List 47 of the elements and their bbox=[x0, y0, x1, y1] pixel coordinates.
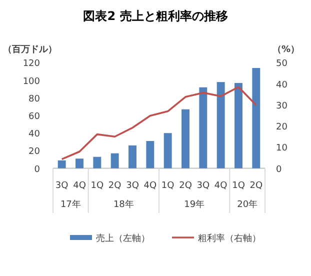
y-axis-title: （百万ドル） bbox=[3, 44, 57, 55]
bar bbox=[199, 87, 208, 168]
chart-title: 図表2 売上と粗利率の推移 bbox=[83, 9, 228, 23]
y-tick-label: 120 bbox=[22, 59, 40, 70]
bar bbox=[58, 160, 66, 168]
bar bbox=[146, 141, 154, 168]
legend-label: 売上（左軸） bbox=[96, 233, 150, 244]
y-tick-label: 20 bbox=[28, 147, 40, 158]
x-tick-label: 4Q bbox=[73, 181, 86, 191]
x-tick-label: 3Q bbox=[196, 181, 210, 191]
bar bbox=[76, 158, 84, 168]
bar bbox=[234, 82, 242, 168]
y2-tick-label: 50 bbox=[276, 59, 288, 70]
x-tick-label: 3Q bbox=[126, 181, 139, 191]
bar bbox=[128, 145, 136, 168]
x-tick-label: 4Q bbox=[214, 181, 228, 191]
line-series bbox=[60, 86, 258, 160]
y2-tick-label: 20 bbox=[276, 122, 288, 133]
y2-tick-label: 40 bbox=[276, 80, 288, 90]
x-tick-label: 2Q bbox=[108, 181, 122, 191]
bar bbox=[182, 109, 190, 168]
x-tick-label: 1Q bbox=[90, 181, 104, 191]
y-tick-label: 100 bbox=[22, 76, 40, 87]
y-tick-label: 0 bbox=[34, 164, 40, 175]
y2-axis-title: （%） bbox=[272, 45, 300, 55]
y-tick-label: 60 bbox=[28, 112, 40, 122]
text: 18年 bbox=[113, 199, 134, 210]
x-tick-label: 2Q bbox=[179, 181, 192, 191]
bar bbox=[93, 156, 102, 168]
y2-tick-label: 10 bbox=[276, 144, 288, 154]
x-tick-label: 2Q bbox=[250, 181, 263, 191]
x-tick-label: 4Q bbox=[144, 181, 157, 191]
x-tick-label: 1Q bbox=[232, 181, 245, 191]
y2-tick-label: 30 bbox=[276, 101, 288, 112]
text: 19年 bbox=[184, 199, 205, 210]
text: 17年 bbox=[60, 199, 81, 210]
bar bbox=[216, 82, 225, 168]
y2-tick-label: 0 bbox=[276, 164, 282, 175]
bar bbox=[252, 68, 260, 168]
y-tick-label: 80 bbox=[28, 94, 40, 104]
x-tick-label: 3Q bbox=[55, 181, 68, 191]
legend-label: 粗利率（右軸） bbox=[198, 233, 261, 244]
bar bbox=[110, 153, 119, 168]
x-tick-label: 1Q bbox=[161, 181, 174, 191]
y-tick-label: 40 bbox=[28, 130, 40, 140]
text: 20年 bbox=[237, 199, 258, 210]
bar bbox=[164, 133, 172, 168]
